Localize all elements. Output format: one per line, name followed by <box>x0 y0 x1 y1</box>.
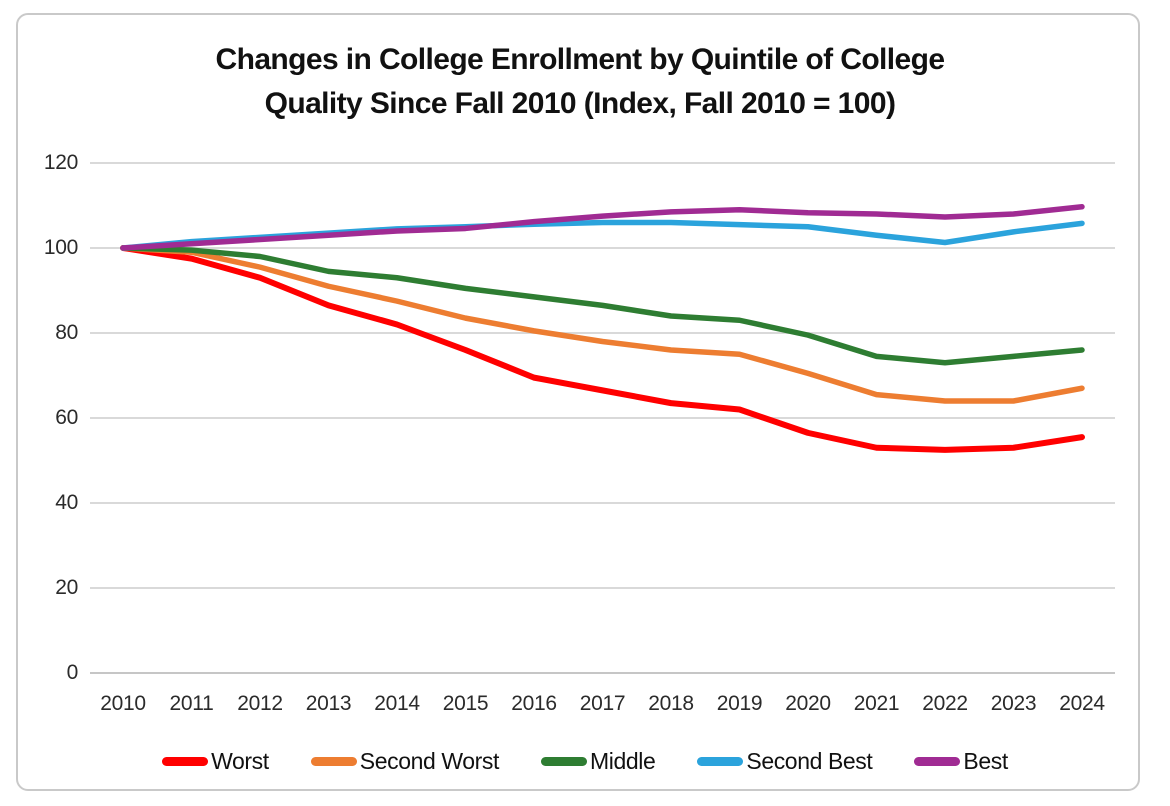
x-axis-tick-label-2013: 2013 <box>305 692 352 715</box>
x-axis-tick-label-2019: 2019 <box>716 692 763 715</box>
x-axis-tick-label-2017: 2017 <box>579 692 626 715</box>
y-axis-tick-label-100: 100 <box>43 236 78 259</box>
legend-item-best: Best <box>914 748 1008 775</box>
x-axis-tick-label-2024: 2024 <box>1059 692 1105 715</box>
legend-swatch-second-best <box>697 757 744 766</box>
series-line-best <box>120 204 1085 251</box>
chart-title-line-2: Quality Since Fall 2010 (Index, Fall 201… <box>264 87 896 120</box>
y-axis-tick-label-80: 80 <box>55 321 78 344</box>
chart-title-line-1: Changes in College Enrollment by Quintil… <box>215 43 945 76</box>
legend-item-second-worst: Second Worst <box>310 748 500 775</box>
x-axis-tick-label-2018: 2018 <box>648 692 694 715</box>
x-axis-tick-label-2011: 2011 <box>169 692 214 715</box>
legend-swatch-second-worst <box>310 757 357 766</box>
chart-legend: Worst Second Worst Middle Second Best Be… <box>0 748 1170 775</box>
y-axis-tick-label-40: 40 <box>55 491 78 514</box>
legend-swatch-worst <box>162 757 209 766</box>
x-axis-tick-label-2010: 2010 <box>100 692 146 715</box>
legend-label-middle: Middle <box>590 748 656 774</box>
series-line-second-worst <box>120 245 1085 404</box>
x-axis-tick-label-2015: 2015 <box>442 692 489 715</box>
x-axis-tick-label-2012: 2012 <box>237 692 283 715</box>
legend-label-worst: Worst <box>211 748 269 774</box>
x-axis-tick-label-2023: 2023 <box>990 692 1037 715</box>
legend-label-second-best: Second Best <box>746 748 873 774</box>
series-line-middle <box>120 245 1085 366</box>
y-axis-tick-label-0: 0 <box>66 661 79 684</box>
x-axis-tick-label-2014: 2014 <box>374 692 420 715</box>
legend-swatch-best <box>914 757 961 766</box>
legend-swatch-middle <box>541 757 588 766</box>
series-line-worst <box>120 245 1085 453</box>
x-axis-tick-label-2022: 2022 <box>922 692 968 715</box>
series-line-second-best <box>120 219 1085 251</box>
y-axis-tick-label-120: 120 <box>43 151 78 174</box>
x-axis-tick-label-2021: 2021 <box>853 692 900 715</box>
chart-border-frame <box>16 13 1140 791</box>
x-axis-tick-label-2020: 2020 <box>785 692 831 715</box>
legend-label-best: Best <box>963 748 1008 774</box>
legend-item-worst: Worst <box>162 748 269 775</box>
y-axis-tick-label-60: 60 <box>55 406 78 429</box>
y-axis-tick-label-20: 20 <box>55 576 78 599</box>
chart-title: Changes in College Enrollment by Quintil… <box>0 38 1160 126</box>
x-axis-tick-label-2016: 2016 <box>511 692 557 715</box>
legend-item-middle: Middle <box>541 748 656 775</box>
legend-label-second-worst: Second Worst <box>359 748 500 774</box>
legend-item-second-best: Second Best <box>697 748 873 775</box>
